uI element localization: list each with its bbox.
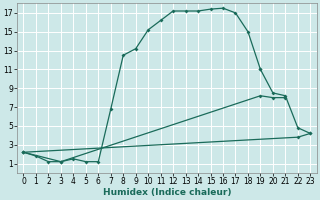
X-axis label: Humidex (Indice chaleur): Humidex (Indice chaleur): [103, 188, 231, 197]
